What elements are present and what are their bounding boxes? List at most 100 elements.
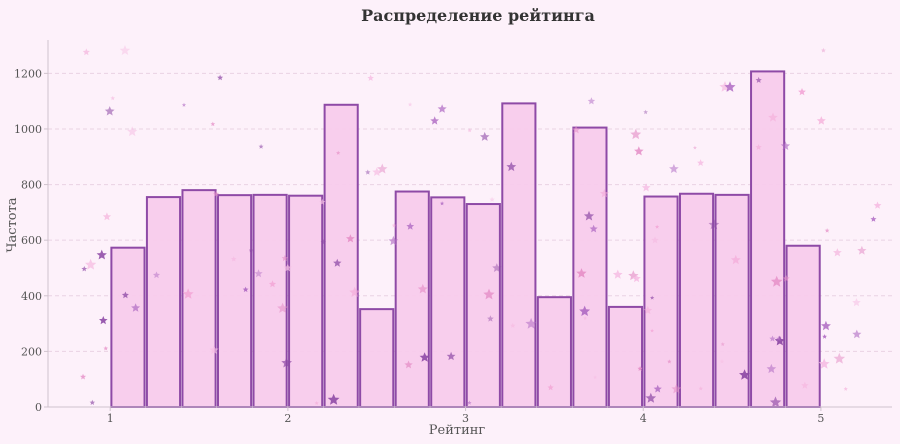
decorative-star [655,224,660,229]
decorative-star [336,150,341,155]
decorative-star [770,275,783,287]
decorative-star [248,248,254,253]
decorative-star [650,295,655,300]
decorative-star [755,144,762,150]
decorative-star [258,144,264,149]
decorative-star [768,112,778,122]
x-tick-label: 4 [640,412,647,425]
decorative-star [320,239,326,245]
decorative-star [89,399,96,405]
decorative-star [852,329,862,339]
decorative-star [349,286,361,297]
decorative-star [852,298,861,307]
histogram-bar [359,308,395,408]
decorative-star [467,400,472,405]
decorative-star [776,335,782,342]
decorative-star [131,303,141,312]
decorative-star [637,366,643,371]
decorative-star [724,81,736,92]
decorative-star [821,320,831,331]
decorative-star [99,316,108,325]
decorative-star [730,254,741,265]
decorative-star [283,263,292,272]
chart-title: Распределение рейтинга [361,6,595,25]
decorative-star [818,358,830,369]
decorative-star [821,47,826,53]
decorative-star [85,258,97,270]
histogram-bar [110,246,146,408]
decorative-star [870,216,877,222]
decorative-star [525,317,537,329]
decorative-star [391,223,397,228]
decorative-star [254,269,263,278]
histogram-bar [217,194,253,408]
decorative-star [319,198,326,205]
histogram-bar [536,296,572,409]
decorative-star [579,305,591,316]
decorative-star [798,88,806,96]
decorative-star [103,346,109,351]
decorative-stars [80,45,882,408]
decorative-star [833,248,842,257]
decorative-star [483,288,495,300]
decorative-star [209,345,219,354]
decorative-star [782,275,790,282]
decorative-star [446,351,456,361]
decorative-star [104,106,115,116]
decorative-star [388,235,399,246]
decorative-star [510,322,516,328]
decorative-star [367,74,374,81]
decorative-star [593,375,598,379]
decorative-star [833,352,846,364]
decorative-star [822,334,827,339]
decorative-star [755,76,762,83]
histogram-bar [394,190,430,408]
decorative-star [857,245,867,255]
decorative-star [843,386,848,391]
decorative-star [417,283,428,294]
decorative-star [407,102,413,107]
decorative-star [242,286,249,292]
histogram-bar [323,103,359,408]
decorative-star [440,201,445,206]
histogram-bar [252,193,288,408]
decorative-star [643,305,653,315]
decorative-star [634,146,644,156]
histogram-bar [145,196,182,408]
decorative-star [643,109,648,115]
histogram-bar [430,196,466,408]
decorative-star [153,271,160,279]
decorative-star [346,234,355,243]
decorative-star [873,201,882,209]
decorative-star [547,384,554,391]
decorative-star [641,183,651,192]
decorative-star [651,236,659,244]
x-tick-label: 1 [107,412,114,425]
decorative-star [708,219,720,230]
histogram-bar [785,244,821,408]
decorative-star [630,128,642,140]
decorative-star [406,222,415,230]
decorative-star [492,263,502,272]
y-tick-label: 600 [21,234,42,247]
decorative-star [671,383,682,394]
decorative-star [506,161,517,172]
histogram-bar [607,305,644,408]
decorative-star [720,342,725,346]
decorative-star [181,102,187,107]
decorative-star [769,335,776,342]
y-tick-label: 1000 [14,123,42,136]
decorative-star [281,357,292,368]
decorative-star [127,126,138,137]
decorative-star [489,196,495,202]
decorative-star [698,386,703,391]
decorative-star [780,141,791,150]
decorative-star [645,392,657,403]
decorative-star [583,316,588,320]
decorative-star [653,384,662,393]
histogram-bar [572,126,608,408]
decorative-star [571,125,581,134]
decorative-star [182,288,194,299]
